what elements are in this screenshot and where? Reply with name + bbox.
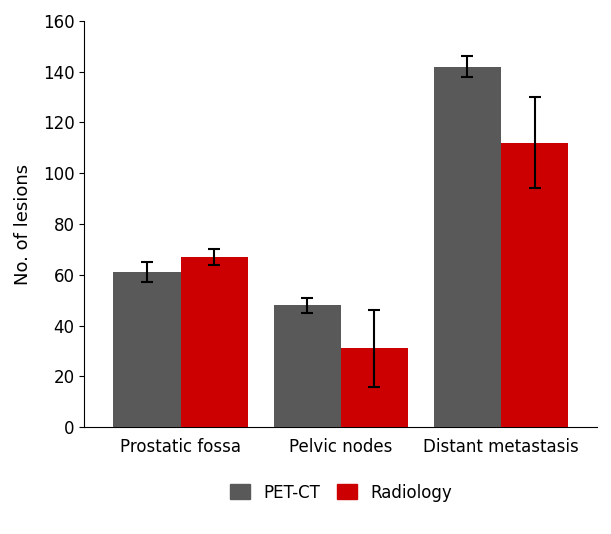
Bar	[274, 305, 341, 427]
Bar	[341, 349, 408, 427]
Bar	[434, 67, 501, 427]
Bar	[501, 143, 568, 427]
Y-axis label: No. of lesions: No. of lesions	[14, 163, 32, 285]
Bar	[113, 272, 181, 427]
Legend: PET-CT, Radiology: PET-CT, Radiology	[223, 477, 458, 508]
Bar	[181, 257, 248, 427]
